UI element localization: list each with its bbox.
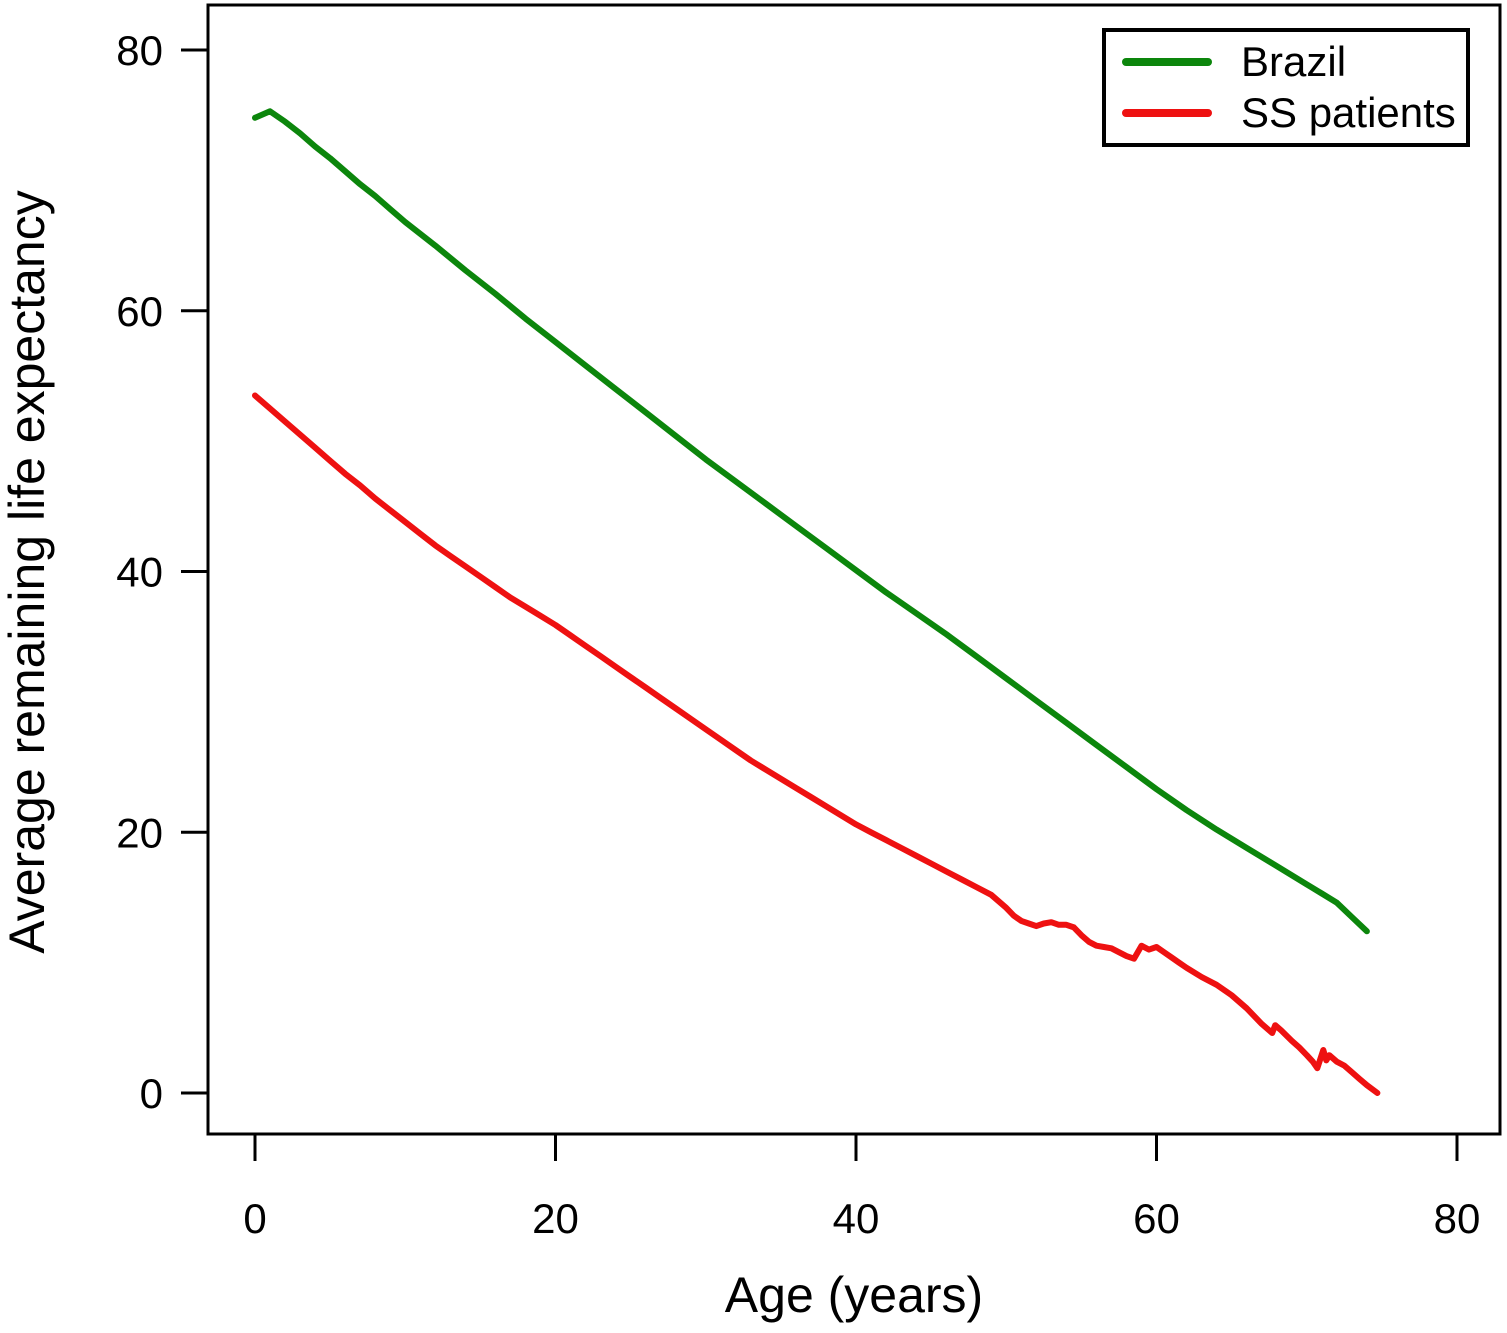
y-axis-title: Average remaining life expectancy [0, 190, 55, 953]
y-tick-label: 0 [140, 1070, 163, 1117]
legend: Brazil SS patients [1102, 28, 1470, 147]
legend-item-ss-patients: SS patients [1122, 92, 1466, 134]
x-axis-title: Age (years) [725, 1267, 983, 1323]
plot-area: 0 20 40 60 80 0 20 40 60 80 [116, 3, 1502, 1242]
x-tick-label: 20 [532, 1195, 579, 1242]
x-tick-label: 80 [1434, 1195, 1481, 1242]
legend-item-brazil: Brazil [1122, 41, 1466, 83]
legend-label-ss-patients: SS patients [1241, 89, 1456, 136]
x-tick-label: 60 [1133, 1195, 1180, 1242]
ss-patients-line-swatch [1122, 109, 1212, 117]
y-tick-label: 80 [116, 27, 163, 74]
ss-patients-line [252, 392, 1381, 1096]
x-tick-label: 40 [833, 1195, 880, 1242]
brazil-line [252, 108, 1370, 935]
y-tick-label: 20 [116, 809, 163, 856]
legend-label-brazil: Brazil [1241, 38, 1347, 85]
x-tick-label: 0 [243, 1195, 266, 1242]
brazil-line-swatch [1122, 58, 1212, 66]
y-tick-label: 60 [116, 288, 163, 335]
y-tick-label: 40 [116, 549, 163, 596]
plot-border [206, 3, 1502, 1136]
